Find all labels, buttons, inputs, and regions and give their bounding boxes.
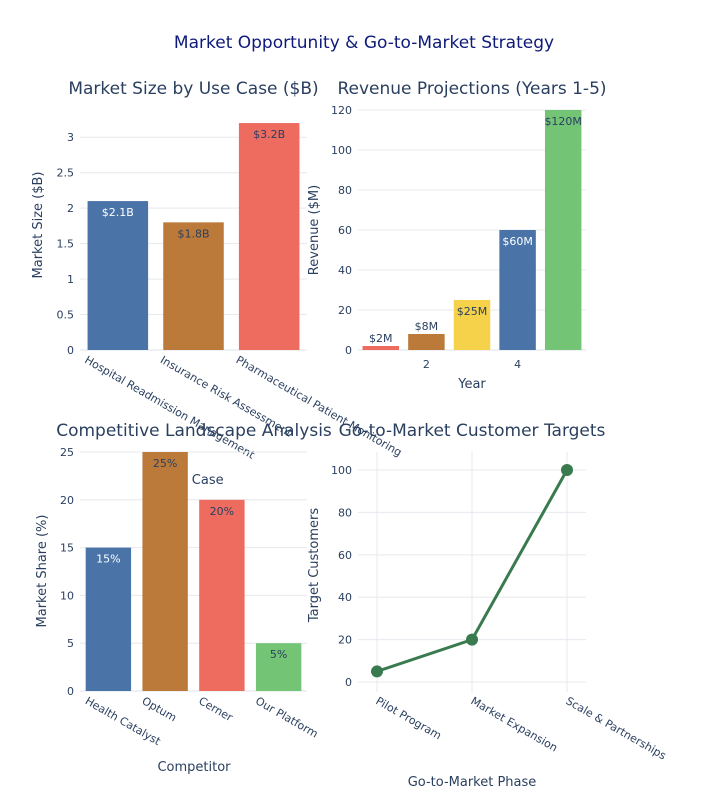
competitive-data-label: 20% [210,505,234,518]
revenue-bar [499,230,536,350]
customer-targets-y-axis-title: Target Customers [307,508,322,623]
market-size-y-tick-label: 1.5 [57,238,75,251]
revenue-y-tick-label: 60 [338,224,352,237]
competitive-data-label: 5% [270,648,287,661]
revenue-y-tick-label: 40 [338,264,352,277]
revenue-y-tick-label: 120 [331,104,352,117]
competitive-data-label: 15% [96,553,120,566]
customer-targets-chart: Go-to-Market Customer Targets Target Cus… [307,421,669,790]
competitive-bar [142,452,188,691]
customer-targets-x-tick-label: Scale & Partnerships [564,694,669,762]
customer-targets-y-tick-label: 60 [338,549,352,562]
revenue-data-label: $8M [415,320,439,333]
competitive-x-tick-label: Cerner [196,694,235,724]
market-size-y-tick-label: 0 [67,344,74,357]
customer-targets-y-tick-label: 40 [338,591,352,604]
revenue-x-tick-label: 4 [514,358,521,371]
customer-targets-y-tick-label: 100 [331,464,352,477]
revenue-y-tick-label: 100 [331,144,352,157]
competitive-y-axis-title: Market Share (%) [35,515,50,628]
competitive-landscape-chart: Competitive Landscape Analysis Market Sh… [35,421,332,775]
customer-targets-point [561,464,573,477]
revenue-x-tick-label: 2 [423,358,430,371]
customer-targets-y-tick-label: 0 [345,676,352,689]
revenue-data-label: $120M [544,115,582,128]
competitive-y-tick-label: 5 [67,637,74,650]
competitive-y-tick-label: 20 [60,494,74,507]
revenue-bar [362,346,400,350]
market-size-y-tick-label: 0.5 [57,309,75,322]
competitive-y-tick-label: 0 [67,685,74,698]
customer-targets-point [466,633,478,646]
market-size-bar [238,123,300,350]
revenue-data-label: $60M [502,235,533,248]
revenue-y-tick-label: 80 [338,184,352,197]
revenue-data-label: $25M [457,305,488,318]
competitive-bar [199,499,245,691]
revenue-y-tick-label: 20 [338,304,352,317]
market-size-x-tick-label: Pharmaceutical Patient Monitoring [234,353,404,459]
market-size-data-label: $1.8B [177,227,209,240]
market-size-bar [87,201,149,350]
customer-targets-x-axis-title: Go-to-Market Phase [408,775,537,790]
revenue-x-axis-title: Year [457,377,486,392]
figure-title: Market Opportunity & Go-to-Market Strate… [174,33,554,53]
customer-targets-point [371,665,383,678]
market-size-data-label: $3.2B [253,128,285,141]
revenue-bar [453,300,491,350]
revenue-y-tick-label: 0 [345,344,352,357]
competitive-y-tick-label: 10 [60,589,74,602]
customer-targets-x-tick-label: Market Expansion [469,694,560,754]
market-size-y-tick-label: 1 [67,273,74,286]
market-size-chart-title: Market Size by Use Case ($B) [68,79,318,99]
customer-targets-x-tick-label: Pilot Program [374,694,444,742]
competitive-y-tick-label: 15 [60,542,74,555]
competitive-data-label: 25% [153,457,177,470]
revenue-data-label: $2M [369,332,393,345]
competitive-bar [255,643,302,691]
revenue-bar [544,110,582,350]
competitive-x-tick-label: Optum [140,694,179,724]
market-size-data-label: $2.1B [102,206,134,219]
revenue-projections-chart: Revenue Projections (Years 1-5) Revenue … [307,79,607,392]
competitive-x-axis-title: Competitor [157,760,231,775]
market-size-bar [163,222,224,350]
competitive-bar [85,547,132,691]
competitive-x-tick-label: Our Platform [253,694,320,740]
customer-targets-chart-title: Go-to-Market Customer Targets [339,421,606,441]
revenue-bar [408,334,445,350]
market-size-y-tick-label: 3 [67,131,74,144]
market-size-y-tick-label: 2.5 [57,167,75,180]
customer-targets-y-tick-label: 20 [338,634,352,647]
market-size-y-tick-label: 2 [67,202,74,215]
competitive-y-tick-label: 25 [60,446,74,459]
revenue-y-axis-title: Revenue ($M) [307,185,322,275]
competitive-chart-title: Competitive Landscape Analysis [56,421,332,441]
market-size-y-axis-title: Market Size ($B) [31,172,46,279]
revenue-chart-title: Revenue Projections (Years 1-5) [337,79,606,99]
customer-targets-y-tick-label: 80 [338,506,352,519]
